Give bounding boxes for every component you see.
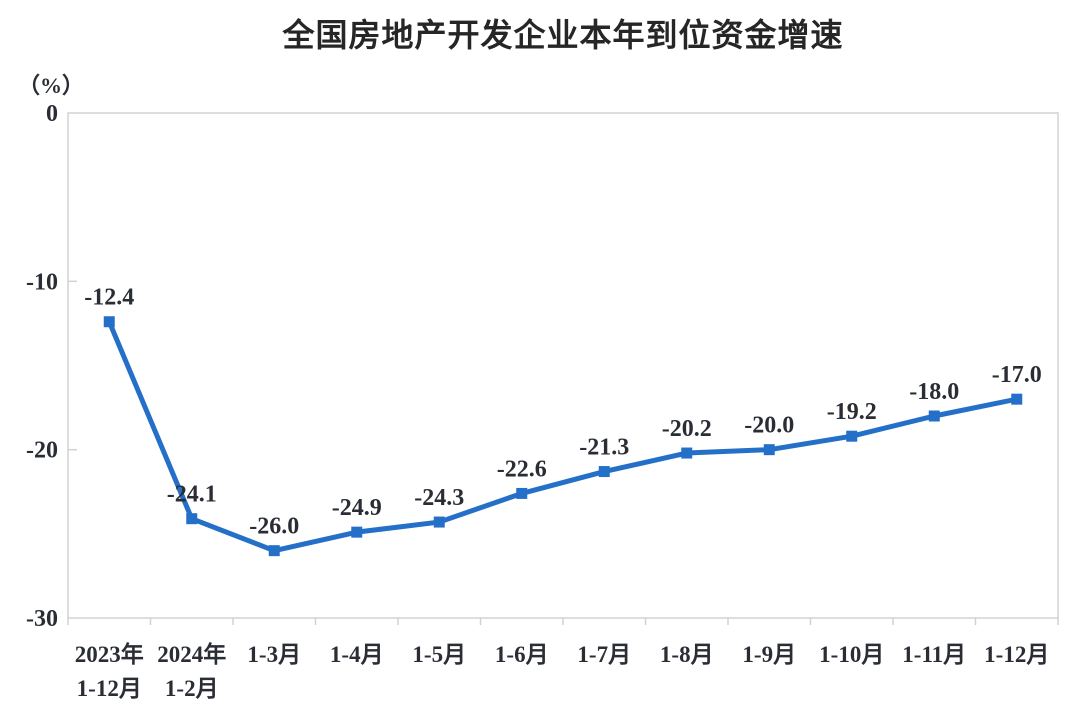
chart-title: 全国房地产开发企业本年到位资金增速 (282, 17, 844, 53)
data-point-marker (433, 516, 445, 528)
y-tick-label: -10 (26, 269, 58, 295)
data-point-label: -12.4 (84, 285, 134, 311)
data-point-label: -18.0 (909, 379, 959, 405)
x-tick-label: 2023年 (75, 641, 144, 667)
data-point-marker (681, 447, 693, 459)
x-tick-label: 1-12月 (984, 642, 1049, 667)
y-tick-label: -20 (26, 438, 58, 464)
x-tick-label: 1-12月 (77, 676, 142, 701)
x-tick-label: 2024年 (157, 641, 226, 667)
x-tick-label: 1-7月 (577, 642, 631, 667)
x-tick-label: 1-5月 (412, 642, 466, 667)
data-point-label: -20.2 (662, 416, 712, 442)
x-tick-label: 1-8月 (660, 642, 714, 667)
data-point-marker (928, 410, 940, 422)
x-tick-label: 1-2月 (165, 676, 219, 701)
x-tick-label: 1-3月 (247, 642, 301, 667)
plot-border (67, 112, 1059, 619)
x-tick-label: 1-10月 (819, 642, 884, 667)
data-point-label: -24.3 (414, 485, 464, 511)
data-point-label: -24.1 (167, 482, 217, 508)
data-point-label: -22.6 (497, 456, 547, 482)
data-point-marker (103, 316, 115, 328)
x-tick-label: 1-6月 (495, 642, 549, 667)
y-tick-label: 0 (46, 101, 58, 127)
data-point-label: -21.3 (579, 435, 629, 461)
data-point-marker (1011, 393, 1023, 405)
x-tick-label: 1-4月 (330, 642, 384, 667)
y-axis-unit-label: （%） (18, 73, 85, 98)
data-point-marker (763, 444, 775, 456)
y-tick-label: -30 (26, 606, 58, 632)
data-point-label: -17.0 (992, 362, 1042, 388)
data-point-marker (598, 466, 610, 478)
data-point-label: -26.0 (249, 514, 299, 540)
data-point-marker (268, 545, 280, 557)
data-point-label: -20.0 (744, 413, 794, 439)
x-tick-label: 1-11月 (902, 642, 966, 667)
data-point-marker (186, 513, 198, 525)
series-line (106, 319, 1020, 554)
data-point-marker (351, 526, 363, 538)
data-point-marker (516, 487, 528, 499)
data-point-marker (846, 430, 858, 442)
data-point-label: -24.9 (332, 495, 382, 521)
x-tick-label: 1-9月 (742, 642, 796, 667)
data-point-label: -19.2 (827, 399, 877, 425)
